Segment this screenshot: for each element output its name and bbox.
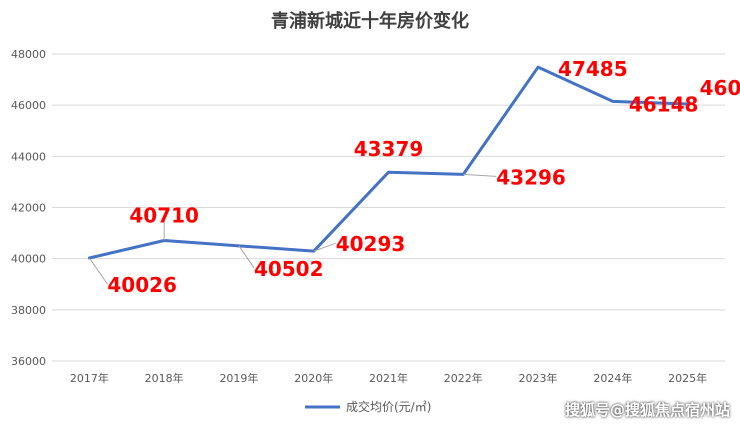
x-tick-label: 2022年	[444, 371, 483, 385]
y-tick-label: 46000	[11, 99, 46, 112]
y-tick-label: 48000	[11, 48, 46, 61]
y-tick-label: 36000	[11, 355, 46, 368]
data-label: 40502	[254, 257, 324, 281]
y-tick-label: 40000	[11, 253, 46, 266]
data-label: 46044	[700, 76, 740, 100]
data-label: 40026	[107, 273, 177, 297]
y-tick-label: 44000	[11, 150, 46, 163]
data-label: 47485	[558, 57, 628, 81]
data-label: 40293	[336, 232, 406, 256]
data-label: 40710	[129, 204, 199, 228]
data-label: 43379	[354, 137, 424, 161]
chart-title: 青浦新城近十年房价变化	[271, 10, 469, 32]
legend-label: 成交均价(元/㎡)	[346, 399, 431, 414]
x-tick-label: 2024年	[593, 371, 632, 385]
watermark: 搜狐号@搜狐焦点宿州站	[564, 401, 730, 419]
y-tick-label: 42000	[11, 202, 46, 215]
x-tick-label: 2023年	[519, 371, 558, 385]
leader-line	[313, 242, 336, 252]
leader-line	[88, 257, 108, 285]
leader-line	[238, 245, 255, 269]
x-tick-label: 2017年	[70, 371, 109, 385]
x-tick-label: 2021年	[369, 371, 408, 385]
x-tick-label: 2018年	[145, 371, 184, 385]
leader-line	[463, 173, 497, 177]
series-line	[87, 65, 690, 260]
y-tick-label: 38000	[11, 304, 46, 317]
x-tick-label: 2019年	[219, 371, 258, 385]
data-label: 43296	[496, 165, 566, 189]
x-tick-label: 2025年	[668, 371, 707, 385]
data-label: 46148	[629, 92, 699, 116]
x-tick-label: 2020年	[294, 371, 333, 385]
